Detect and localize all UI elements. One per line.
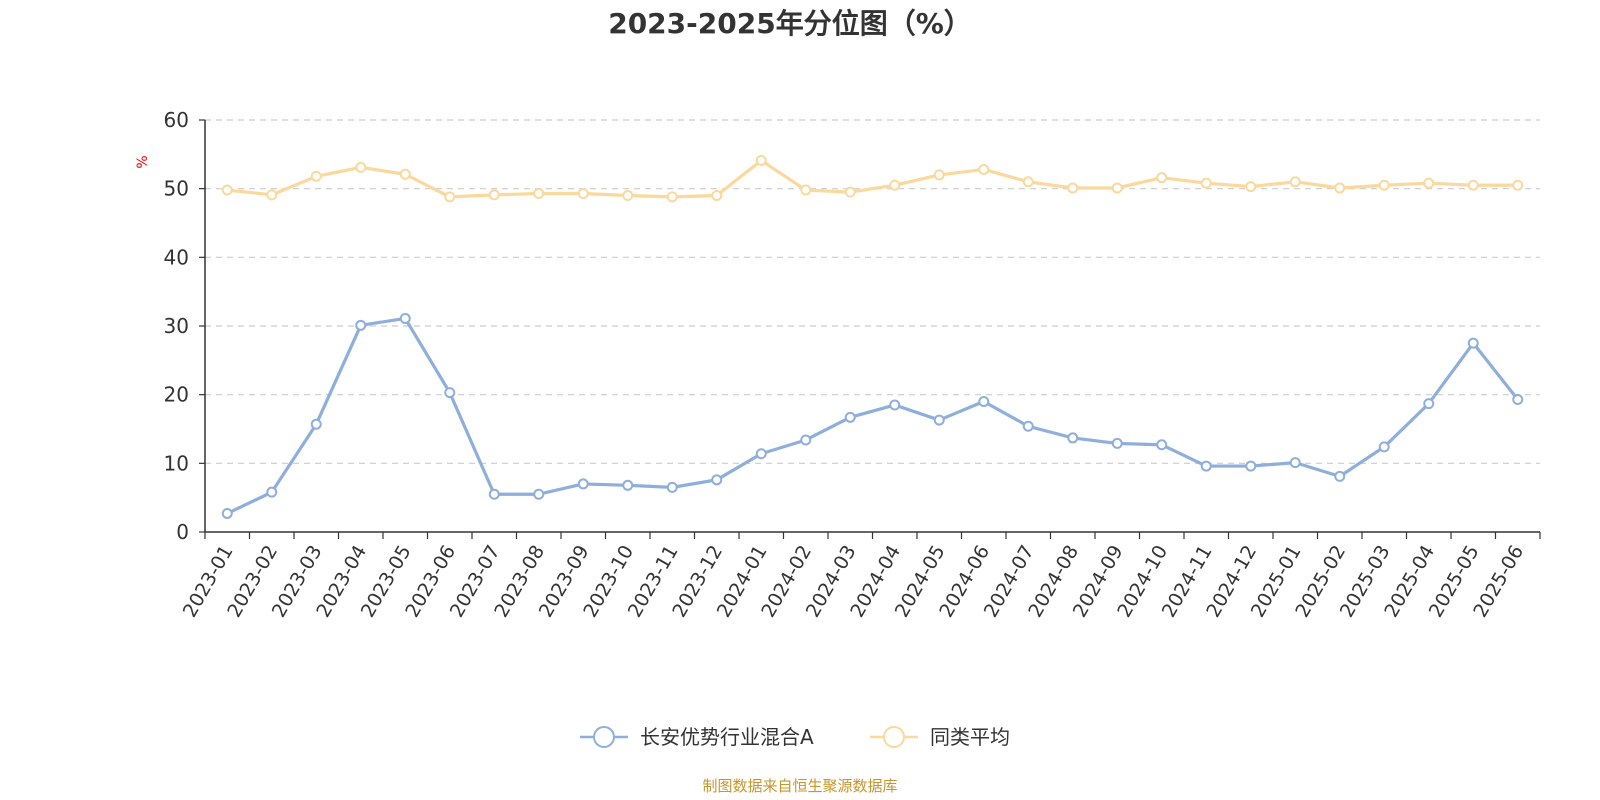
y-tick-label: 10	[164, 451, 189, 475]
series-lines	[221, 155, 1524, 519]
legend-item[interactable]: 同类平均	[870, 725, 1010, 749]
legend-circle-marker	[593, 726, 615, 748]
data-point[interactable]	[800, 184, 812, 196]
data-point[interactable]	[755, 155, 767, 167]
data-point[interactable]	[711, 474, 723, 486]
data-point[interactable]	[1378, 441, 1390, 453]
data-point[interactable]	[1245, 181, 1257, 193]
x-tick-labels: 2023-012023-022023-032023-042023-052023-…	[179, 542, 1528, 622]
data-point[interactable]	[1289, 457, 1301, 469]
data-point[interactable]	[533, 187, 545, 199]
data-point[interactable]	[444, 191, 456, 203]
data-point[interactable]	[1423, 398, 1435, 410]
data-point[interactable]	[622, 479, 634, 491]
data-point[interactable]	[1156, 172, 1168, 184]
data-point[interactable]	[1378, 179, 1390, 191]
series-line	[226, 316, 1520, 515]
data-point[interactable]	[399, 312, 411, 324]
data-point[interactable]	[889, 179, 901, 191]
data-point[interactable]	[666, 481, 678, 493]
data-point[interactable]	[399, 168, 411, 180]
data-point[interactable]	[1467, 337, 1479, 349]
data-point[interactable]	[1022, 420, 1034, 432]
series-1	[221, 155, 1524, 203]
data-point[interactable]	[1067, 182, 1079, 194]
data-point[interactable]	[221, 507, 233, 519]
y-tick-label: 0	[176, 520, 189, 544]
data-point[interactable]	[266, 189, 278, 201]
data-point[interactable]	[577, 187, 589, 199]
data-point[interactable]	[1156, 439, 1168, 451]
data-point[interactable]	[310, 418, 322, 430]
y-axis-unit: %	[135, 155, 151, 168]
data-point[interactable]	[755, 448, 767, 460]
chart-title: 2023-2025年分位图（%）	[608, 7, 972, 40]
data-point[interactable]	[889, 399, 901, 411]
data-point[interactable]	[844, 186, 856, 198]
y-tick-label: 40	[164, 245, 189, 269]
data-point[interactable]	[1200, 177, 1212, 189]
data-point[interactable]	[1067, 432, 1079, 444]
axes	[204, 120, 1541, 539]
data-point[interactable]	[1200, 460, 1212, 472]
grid-lines	[199, 119, 1540, 533]
source-credit: 制图数据来自恒生聚源数据库	[702, 777, 897, 795]
data-point[interactable]	[355, 161, 367, 173]
data-point[interactable]	[1245, 460, 1257, 472]
legend-label: 同类平均	[930, 725, 1010, 749]
legend-item[interactable]: 长安优势行业混合A	[580, 725, 814, 749]
y-tick-label: 20	[164, 383, 189, 407]
data-point[interactable]	[310, 170, 322, 182]
data-point[interactable]	[1423, 177, 1435, 189]
data-point[interactable]	[1022, 176, 1034, 188]
data-point[interactable]	[1512, 393, 1524, 405]
data-point[interactable]	[800, 434, 812, 446]
data-point[interactable]	[355, 319, 367, 331]
data-point[interactable]	[221, 184, 233, 196]
data-point[interactable]	[1111, 437, 1123, 449]
y-tick-labels: 0 10 20 30 40 50 60	[164, 108, 189, 544]
data-point[interactable]	[978, 163, 990, 175]
data-point[interactable]	[933, 414, 945, 426]
data-point[interactable]	[1289, 176, 1301, 188]
data-point[interactable]	[488, 189, 500, 201]
data-point[interactable]	[711, 190, 723, 202]
data-point[interactable]	[577, 478, 589, 490]
legend-label: 长安优势行业混合A	[640, 725, 814, 749]
data-point[interactable]	[1111, 182, 1123, 194]
y-tick-label: 60	[164, 108, 189, 132]
y-tick-label: 50	[164, 177, 189, 201]
data-point[interactable]	[266, 486, 278, 498]
y-tick-label: 30	[164, 314, 189, 338]
series-0	[221, 312, 1524, 519]
data-point[interactable]	[1334, 470, 1346, 482]
data-point[interactable]	[1467, 179, 1479, 191]
data-point[interactable]	[1512, 179, 1524, 191]
series-line	[227, 158, 1518, 199]
data-point[interactable]	[1334, 182, 1346, 194]
data-point[interactable]	[444, 387, 456, 399]
legend: 长安优势行业混合A 同类平均	[580, 725, 1010, 749]
data-point[interactable]	[844, 411, 856, 423]
data-point[interactable]	[933, 169, 945, 181]
data-point[interactable]	[533, 488, 545, 500]
legend-circle-marker	[883, 726, 905, 748]
data-point[interactable]	[622, 190, 634, 202]
data-point[interactable]	[666, 191, 678, 203]
data-point[interactable]	[978, 396, 990, 408]
data-point[interactable]	[488, 488, 500, 500]
